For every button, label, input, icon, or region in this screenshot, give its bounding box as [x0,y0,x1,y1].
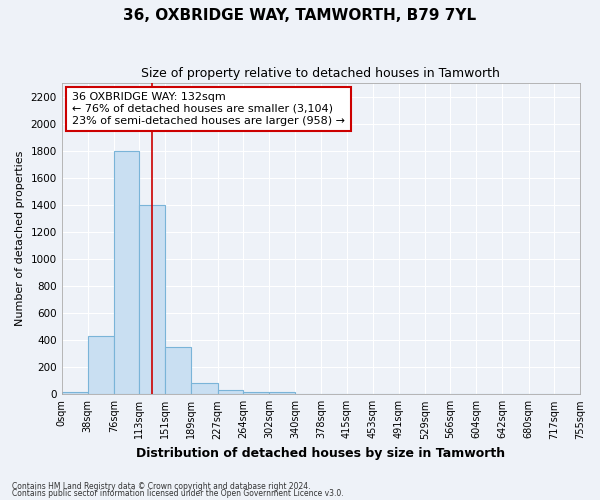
Bar [218,390,243,394]
Text: 36, OXBRIDGE WAY, TAMWORTH, B79 7YL: 36, OXBRIDGE WAY, TAMWORTH, B79 7YL [124,8,476,22]
Title: Size of property relative to detached houses in Tamworth: Size of property relative to detached ho… [142,68,500,80]
Bar [114,150,139,394]
Y-axis label: Number of detached properties: Number of detached properties [15,151,25,326]
Bar [191,384,218,394]
Bar [88,336,114,394]
Text: 36 OXBRIDGE WAY: 132sqm
← 76% of detached houses are smaller (3,104)
23% of semi: 36 OXBRIDGE WAY: 132sqm ← 76% of detache… [72,92,345,126]
Bar [243,392,269,394]
Bar [62,392,88,394]
Bar [269,392,295,394]
Text: Contains public sector information licensed under the Open Government Licence v3: Contains public sector information licen… [12,490,344,498]
Text: Contains HM Land Registry data © Crown copyright and database right 2024.: Contains HM Land Registry data © Crown c… [12,482,311,491]
X-axis label: Distribution of detached houses by size in Tamworth: Distribution of detached houses by size … [136,447,505,460]
Bar [139,205,166,394]
Bar [166,347,191,395]
